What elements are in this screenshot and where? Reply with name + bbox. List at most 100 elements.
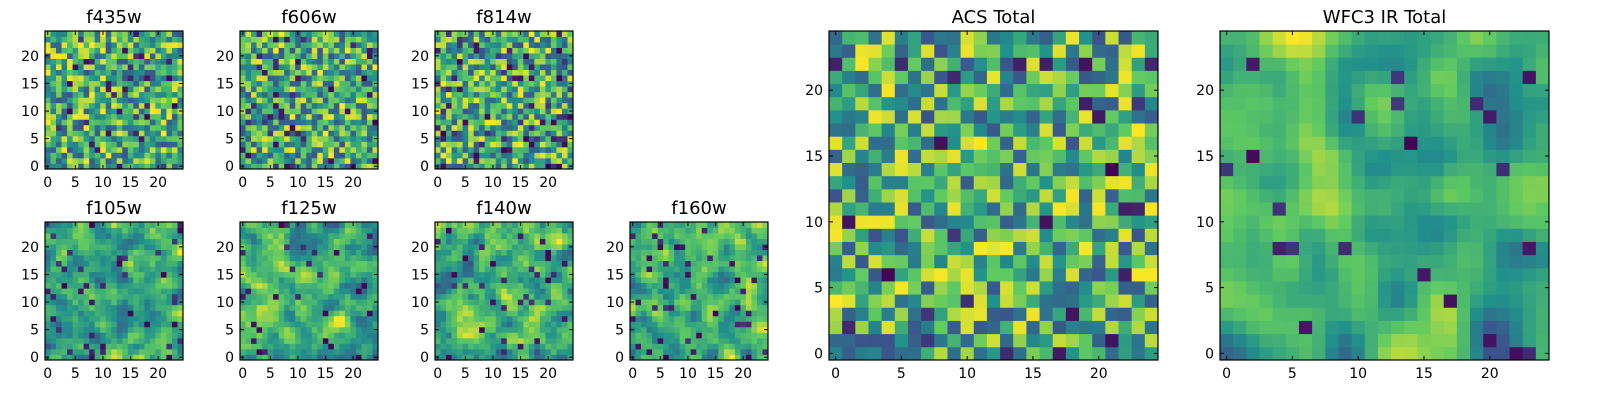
heatmap-cell: [350, 124, 357, 131]
heatmap-cell: [245, 271, 252, 278]
heatmap-cell: [1039, 281, 1054, 295]
heatmap-cell: [171, 238, 178, 245]
heatmap-cell: [1000, 281, 1014, 295]
heatmap-cell: [344, 130, 351, 137]
heatmap-cell: [300, 238, 307, 245]
heatmap-cell: [177, 36, 184, 43]
plot-frame: [239, 30, 379, 170]
heatmap-cell: [561, 233, 568, 239]
heatmap-cell: [630, 277, 636, 284]
heatmap-cell: [317, 102, 324, 109]
heatmap-cell: [451, 97, 458, 104]
heatmap-cell: [328, 304, 335, 311]
heatmap-cell: [127, 293, 134, 300]
heatmap-cell: [468, 141, 475, 148]
heatmap-cell: [94, 326, 101, 333]
heatmap-cell: [78, 69, 85, 76]
heatmap-cell: [116, 337, 123, 344]
heatmap-cell: [116, 135, 123, 142]
heatmap-cell: [473, 130, 480, 137]
heatmap-cell: [284, 233, 291, 239]
heatmap-cell: [517, 53, 524, 59]
heatmap-cell: [528, 255, 535, 262]
heatmap-cell: [556, 119, 563, 126]
heatmap-cell: [177, 288, 184, 295]
heatmap-cell: [501, 42, 508, 48]
heatmap-cell: [111, 277, 118, 284]
heatmap-cell: [723, 249, 730, 256]
heatmap-cell: [539, 238, 546, 245]
heatmap-cell: [712, 321, 719, 328]
heatmap-cell: [718, 244, 725, 250]
heatmap-cell: [306, 288, 313, 295]
heatmap-cell: [696, 332, 703, 339]
heatmap-cell: [133, 75, 140, 82]
x-tick-label: 20: [149, 366, 167, 382]
heatmap-cell: [100, 299, 107, 306]
heatmap-cell: [668, 255, 675, 262]
heatmap-cell: [256, 299, 263, 306]
heatmap-cell: [83, 53, 90, 59]
heatmap-cell: [947, 228, 961, 242]
heatmap-cell: [127, 244, 134, 250]
heatmap-cell: [534, 348, 541, 355]
heatmap-cell: [685, 271, 692, 278]
heatmap-cell: [718, 348, 725, 355]
heatmap-cell: [111, 238, 118, 245]
heatmap-cell: [166, 222, 173, 228]
heatmap-cell: [72, 326, 79, 333]
heatmap-cell: [451, 277, 458, 284]
heatmap-cell: [333, 260, 340, 267]
heatmap-cell: [523, 69, 530, 76]
heatmap-cell: [1118, 307, 1133, 321]
heatmap-cell: [273, 47, 280, 54]
heatmap-cell: [440, 102, 447, 109]
heatmap-cell: [256, 141, 263, 148]
heatmap-cell: [344, 233, 351, 239]
heatmap-cell: [523, 343, 530, 350]
heatmap-cell: [1131, 188, 1146, 203]
heatmap-cell: [50, 293, 57, 300]
heatmap-cell: [122, 135, 129, 142]
heatmap-cell: [289, 58, 296, 65]
heatmap-cell: [457, 53, 463, 59]
heatmap-cell: [1105, 294, 1119, 308]
heatmap-cell: [256, 146, 263, 153]
heatmap-cell: [646, 244, 653, 250]
heatmap-cell: [333, 97, 340, 104]
heatmap-cell: [663, 271, 670, 278]
heatmap-cell: [561, 31, 568, 37]
heatmap-cell: [440, 249, 447, 256]
heatmap-cell: [177, 343, 184, 350]
heatmap-cell: [311, 64, 318, 71]
heatmap-cell: [72, 332, 79, 339]
heatmap-cell: [539, 348, 546, 355]
heatmap-cell: [894, 149, 909, 163]
heatmap-cell: [111, 244, 118, 250]
heatmap-cell: [440, 343, 447, 350]
heatmap-cell: [317, 119, 324, 126]
heatmap-cell: [295, 146, 302, 153]
heatmap-cell: [1052, 188, 1067, 203]
heatmap-cell: [295, 348, 302, 355]
heatmap-cell: [517, 146, 524, 153]
heatmap-cell: [468, 124, 475, 131]
heatmap-cell: [67, 337, 73, 344]
heatmap-cell: [138, 58, 145, 65]
heatmap-cell: [245, 310, 252, 317]
heatmap-cell: [545, 157, 552, 164]
heatmap-cell: [306, 102, 313, 109]
heatmap-cell: [350, 282, 357, 289]
heatmap-cell: [78, 113, 85, 120]
heatmap-cell: [484, 119, 491, 126]
heatmap-cell: [240, 157, 246, 164]
heatmap-cell: [718, 249, 725, 256]
heatmap-cell: [284, 47, 291, 54]
heatmap-cell: [484, 146, 491, 153]
heatmap-cell: [523, 348, 530, 355]
heatmap-cell: [696, 282, 703, 289]
heatmap-cell: [462, 238, 469, 245]
heatmap-cell: [468, 163, 475, 170]
heatmap-cell: [517, 91, 524, 98]
heatmap-cell: [506, 222, 513, 228]
